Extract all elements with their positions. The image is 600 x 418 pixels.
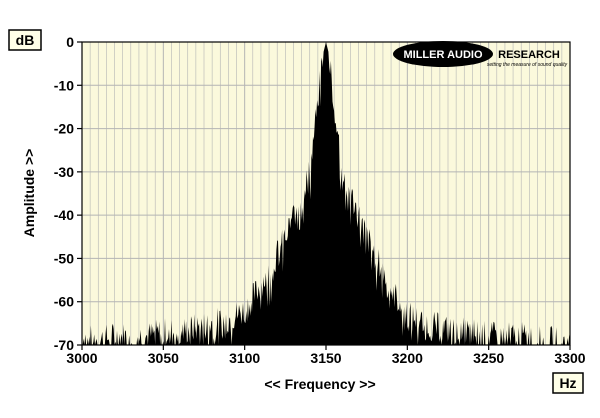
y-tick-label: -70 (54, 337, 74, 353)
x-unit-box: Hz (552, 372, 584, 394)
x-axis-title: << Frequency >> (264, 376, 375, 392)
logo-oval (393, 41, 493, 67)
y-tick-label: -10 (54, 77, 74, 93)
y-axis-title: Amplitude >> (21, 149, 37, 238)
y-tick-label: -40 (54, 207, 74, 223)
y-tick-label: -60 (54, 294, 74, 310)
logo: MILLER AUDIO RESEARCH setting the measur… (393, 41, 568, 68)
x-tick-label: 3300 (554, 350, 585, 366)
y-tick-label: -30 (54, 164, 74, 180)
logo-tagline: setting the measure of sound quality (487, 62, 568, 68)
x-tick-label: 3250 (473, 350, 504, 366)
y-unit-label: dB (16, 32, 35, 48)
x-tick-label: 3100 (229, 350, 260, 366)
y-tick-label: 0 (66, 34, 74, 50)
x-unit-label: Hz (559, 375, 576, 391)
logo-name-part2: RESEARCH (498, 49, 560, 61)
x-tick-label: 3200 (392, 350, 423, 366)
x-tick-label: 3150 (310, 350, 341, 366)
x-tick-label: 3000 (66, 350, 97, 366)
spectrum-fill (82, 42, 570, 345)
x-tick-label: 3050 (148, 350, 179, 366)
y-tick-label: -50 (54, 250, 74, 266)
y-unit-box: dB (8, 29, 42, 51)
y-tick-label: -20 (54, 121, 74, 137)
logo-name-part1: MILLER AUDIO (403, 49, 482, 61)
